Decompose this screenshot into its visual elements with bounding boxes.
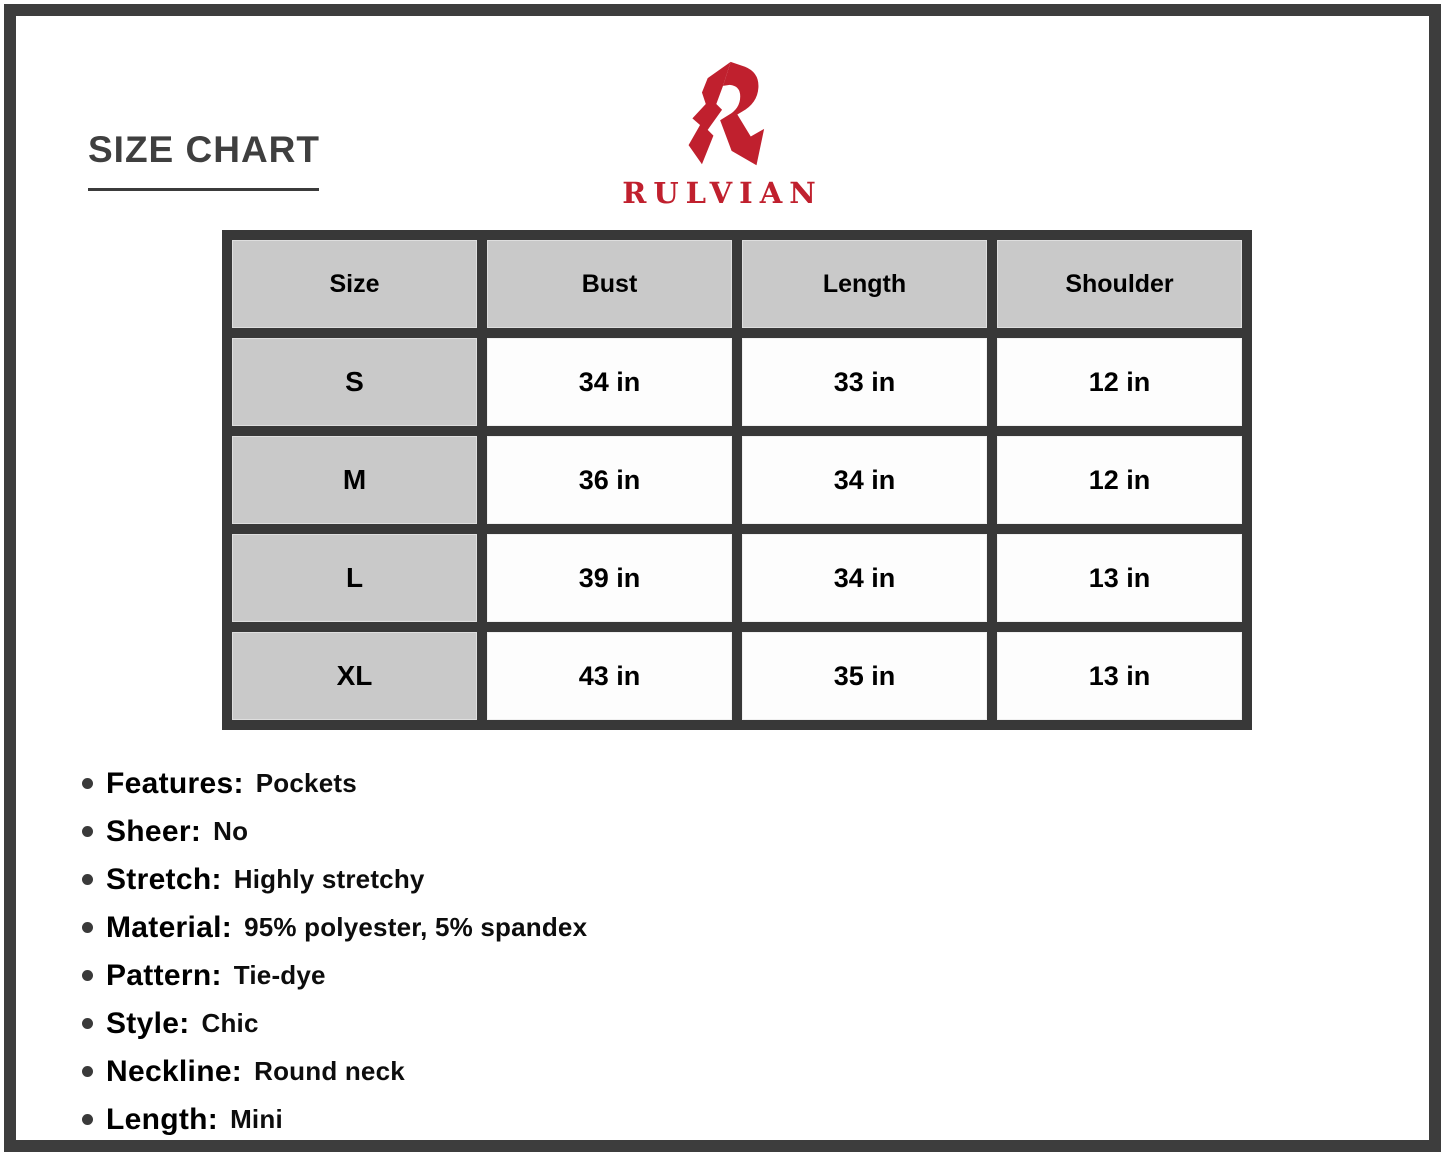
length-value: 34 in [742, 534, 987, 622]
detail-value: Mini [230, 1104, 283, 1134]
detail-value: No [213, 816, 249, 846]
rulvian-r-monogram-icon [688, 61, 764, 166]
title-block: SIZE CHART [88, 129, 320, 191]
header-cell-shoulder: Shoulder [997, 240, 1242, 328]
brand-logo: RULVIAN [593, 60, 853, 210]
table-row-m: M 36 in 34 in 12 in [232, 436, 1242, 524]
shoulder-value: 13 in [997, 534, 1242, 622]
list-item: Pattern: Tie-dye [82, 956, 587, 995]
length-value: 35 in [742, 632, 987, 720]
bullet-icon [82, 970, 93, 981]
brand-name: RULVIAN [622, 176, 823, 210]
bullet-icon [82, 1018, 93, 1029]
size-label: L [232, 534, 477, 622]
table-row-s: S 34 in 33 in 12 in [232, 338, 1242, 426]
size-label: XL [232, 632, 477, 720]
detail-value: Chic [201, 1008, 259, 1038]
bullet-icon [82, 826, 93, 837]
bust-value: 36 in [487, 436, 732, 524]
detail-value: Tie-dye [233, 960, 326, 990]
bullet-icon [82, 778, 93, 789]
table-header-row: Size Bust Length Shoulder [232, 240, 1242, 328]
bullet-icon [82, 874, 93, 885]
detail-label: Length: [106, 1102, 219, 1136]
bullet-icon [82, 1114, 93, 1125]
detail-label: Features: [106, 766, 244, 800]
list-item: Features: Pockets [82, 764, 587, 803]
detail-value: 95% polyester, 5% spandex [244, 912, 588, 942]
bust-value: 43 in [487, 632, 732, 720]
list-item: Length: Mini [82, 1100, 587, 1139]
detail-value: Round neck [254, 1056, 405, 1086]
shoulder-value: 12 in [997, 338, 1242, 426]
size-table-wrap: Size Bust Length Shoulder S 34 in 33 in … [222, 230, 1252, 730]
table-row-l: L 39 in 34 in 13 in [232, 534, 1242, 622]
detail-value: Highly stretchy [233, 864, 425, 894]
detail-value: Pockets [255, 768, 357, 798]
bullet-icon [82, 1066, 93, 1077]
header-cell-size: Size [232, 240, 477, 328]
bust-value: 39 in [487, 534, 732, 622]
bust-value: 34 in [487, 338, 732, 426]
page-title: SIZE CHART [88, 129, 320, 170]
detail-label: Stretch: [106, 862, 222, 896]
size-table: Size Bust Length Shoulder S 34 in 33 in … [222, 230, 1252, 730]
detail-label: Material: [106, 910, 233, 944]
header-cell-bust: Bust [487, 240, 732, 328]
size-label: S [232, 338, 477, 426]
detail-label: Style: [106, 1006, 190, 1040]
bullet-icon [82, 922, 93, 933]
size-label: M [232, 436, 477, 524]
shoulder-value: 12 in [997, 436, 1242, 524]
list-item: Sheer: No [82, 812, 587, 851]
product-details-list: Features: Pockets Sheer: No Stretch: Hig… [82, 764, 587, 1148]
list-item: Material: 95% polyester, 5% spandex [82, 908, 587, 947]
list-item: Stretch: Highly stretchy [82, 860, 587, 899]
title-underline [88, 187, 319, 191]
header-cell-length: Length [742, 240, 987, 328]
shoulder-value: 13 in [997, 632, 1242, 720]
length-value: 34 in [742, 436, 987, 524]
detail-label: Sheer: [106, 814, 202, 848]
table-row-xl: XL 43 in 35 in 13 in [232, 632, 1242, 720]
detail-label: Pattern: [106, 958, 222, 992]
detail-label: Neckline: [106, 1054, 243, 1088]
list-item: Neckline: Round neck [82, 1052, 587, 1091]
list-item: Style: Chic [82, 1004, 587, 1043]
page-frame: SIZE CHART RULVIAN Size Bust Length Shou… [4, 4, 1441, 1152]
length-value: 33 in [742, 338, 987, 426]
